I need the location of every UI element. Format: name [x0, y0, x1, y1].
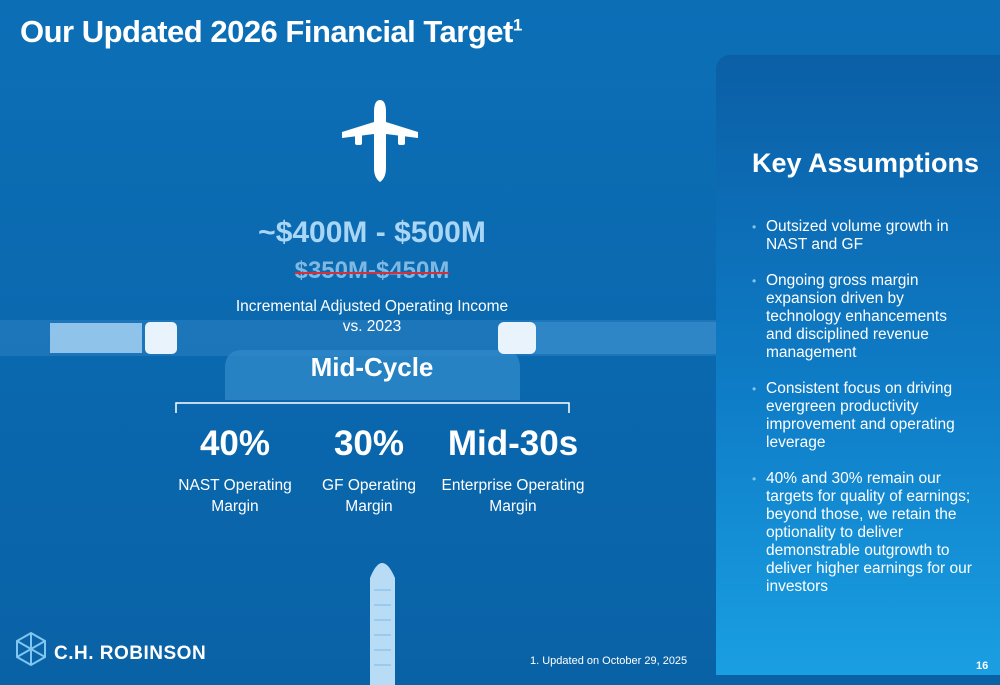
page-number: 16	[976, 660, 989, 672]
target-description: Incremental Adjusted Operating Income vs…	[172, 297, 572, 337]
assumptions-title: Key Assumptions	[752, 148, 980, 178]
metric-label-line: Margin	[345, 498, 393, 515]
mid-cycle-label: Mid-Cycle	[310, 352, 434, 382]
title-footnote-mark: 1	[512, 15, 522, 35]
assumption-item: Outsized volume growth in NAST and GF	[752, 218, 974, 254]
strikethrough	[295, 272, 449, 274]
assumption-item: 40% and 30% remain our targets for quali…	[752, 470, 974, 596]
metric-value: Mid-30s	[447, 424, 579, 463]
previous-target: $350M-$450M	[294, 257, 450, 284]
metric-label-line: Enterprise Operating	[441, 477, 585, 494]
metric-label-line: NAST Operating	[178, 477, 292, 494]
metric-label: NAST Operating Margin	[150, 475, 320, 517]
assumptions-list: Outsized volume growth in NAST and GF Ong…	[752, 218, 974, 614]
description-line: Incremental Adjusted Operating Income	[235, 298, 509, 315]
slide-title: Our Updated 2026 Financial Target	[20, 14, 513, 49]
metric-label-line: Margin	[211, 498, 259, 515]
metric-value: 40%	[199, 424, 271, 463]
metric-label-line: Margin	[489, 498, 537, 515]
slide-title-wrap: Our Updated 2026 Financial Target1	[20, 14, 522, 50]
metric-label-line: GF Operating	[322, 477, 416, 494]
logo-text: C.H. ROBINSON	[54, 643, 207, 664]
metric-value: 30%	[333, 424, 405, 463]
footnote: 1. Updated on October 29, 2025	[530, 655, 688, 667]
metric-label: Enterprise Operating Margin	[428, 475, 598, 517]
target-range: ~$400M - $500M	[258, 216, 486, 249]
metric-label: GF Operating Margin	[284, 475, 454, 517]
assumption-item: Consistent focus on driving evergreen pr…	[752, 380, 974, 452]
assumption-item: Ongoing gross margin expansion driven by…	[752, 272, 974, 362]
description-line: vs. 2023	[342, 318, 402, 335]
